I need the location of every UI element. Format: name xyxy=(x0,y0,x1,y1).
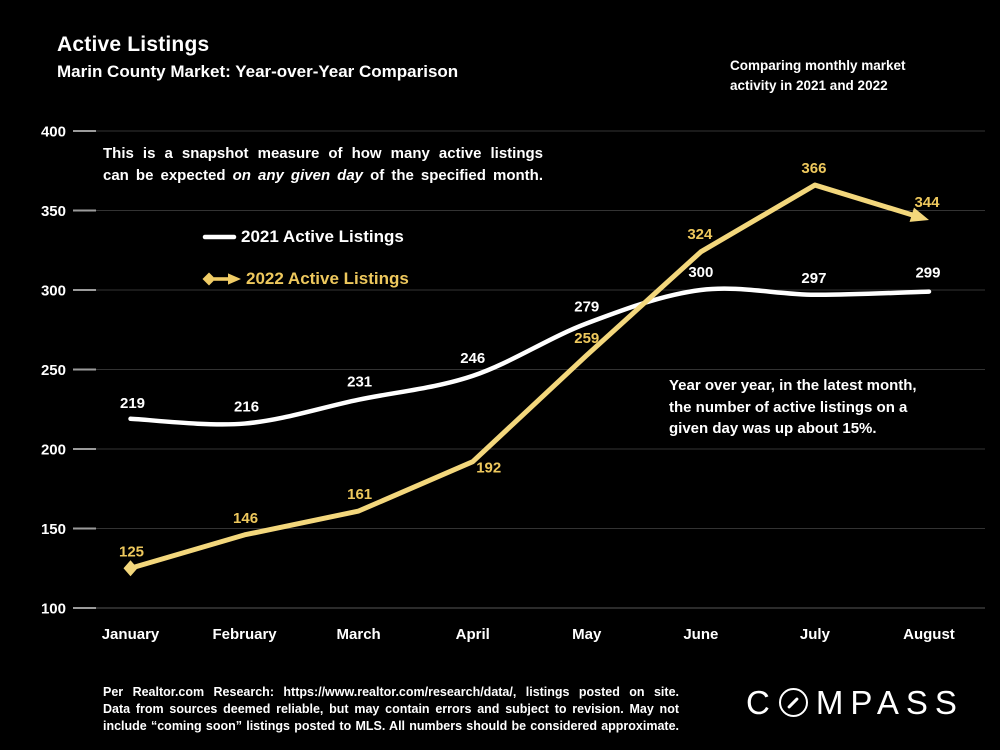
line-2021 xyxy=(128,286,932,427)
line-2021-icon xyxy=(202,234,237,240)
compass-logo: C MPASS xyxy=(746,686,964,719)
line-2022-start-marker xyxy=(123,560,138,577)
data-label: 192 xyxy=(476,460,501,477)
legend-label-2022: 2022 Active Listings xyxy=(246,269,409,288)
x-axis-label: April xyxy=(456,626,490,643)
data-label: 219 xyxy=(120,395,145,412)
page-title: Active Listings xyxy=(57,33,210,56)
x-axis-label: August xyxy=(903,626,955,643)
disclaimer-line: Data from sources deemed reliable, but m… xyxy=(103,702,679,717)
yoy-annotation: Year over year, in the latest month, the… xyxy=(669,377,917,437)
diamond-arrow-icon xyxy=(202,272,241,286)
data-label: 146 xyxy=(233,510,258,527)
data-label: 246 xyxy=(460,350,485,367)
x-axis-label: January xyxy=(102,626,160,643)
page-subtitle: Marin County Market: Year-over-Year Comp… xyxy=(57,62,459,81)
x-axis-label: February xyxy=(212,626,277,643)
data-label: 231 xyxy=(347,374,372,391)
y-axis-label: 100 xyxy=(41,601,66,618)
x-axis-label: June xyxy=(683,626,718,643)
data-label: 297 xyxy=(801,270,826,287)
data-label: 259 xyxy=(574,330,599,347)
x-axis-label: March xyxy=(337,626,381,643)
snapshot-line-1: This is a snapshot measure of how many a… xyxy=(103,145,543,162)
x-axis-label: July xyxy=(800,626,831,643)
data-label: 299 xyxy=(915,265,940,282)
snapshot-post-text: of the specified month. xyxy=(363,166,543,184)
compass-o-slash-icon xyxy=(778,688,808,717)
y-axis-label: 150 xyxy=(41,521,66,538)
y-axis-label: 400 xyxy=(41,124,66,141)
compass-logo-c: C xyxy=(746,684,777,721)
y-axis-label: 300 xyxy=(41,283,66,300)
snapshot-italic-text: on any given day xyxy=(232,166,364,184)
y-axis-label: 350 xyxy=(41,203,66,220)
data-label: 344 xyxy=(914,194,940,211)
y-axis-label: 200 xyxy=(41,442,66,459)
legend-item-2021: 2021 Active Listings xyxy=(201,226,409,248)
disclaimer: Per Realtor.com Research: https://www.re… xyxy=(103,684,679,736)
data-label: 125 xyxy=(119,543,144,560)
compass-logo-rest: MPASS xyxy=(815,684,964,721)
line-2022 xyxy=(128,182,920,571)
data-label: 216 xyxy=(234,399,259,416)
chart-legend: 2021 Active Listings 2022 Active Listing… xyxy=(201,226,409,310)
x-axis-label: May xyxy=(572,626,602,643)
disclaimer-line: Per Realtor.com Research: https://www.re… xyxy=(103,685,679,699)
snapshot-line-2: can be expected on any given day of the … xyxy=(103,165,543,187)
snapshot-pre-text: can be expected xyxy=(103,166,233,184)
legend-item-2022: 2022 Active Listings xyxy=(201,268,409,290)
y-axis-label: 250 xyxy=(41,362,66,379)
data-label: 161 xyxy=(347,486,372,503)
snapshot-annotation: This is a snapshot measure of how many a… xyxy=(103,143,543,186)
legend-label-2021: 2021 Active Listings xyxy=(241,227,404,246)
data-label: 300 xyxy=(688,264,713,281)
disclaimer-line: include “coming soon” listings posted to… xyxy=(103,719,679,734)
top-right-note: Comparing monthly market activity in 202… xyxy=(730,58,906,93)
data-label: 279 xyxy=(574,298,599,315)
line-2022-arrowhead xyxy=(909,207,929,222)
data-label: 324 xyxy=(687,226,713,243)
data-label: 366 xyxy=(801,160,826,177)
